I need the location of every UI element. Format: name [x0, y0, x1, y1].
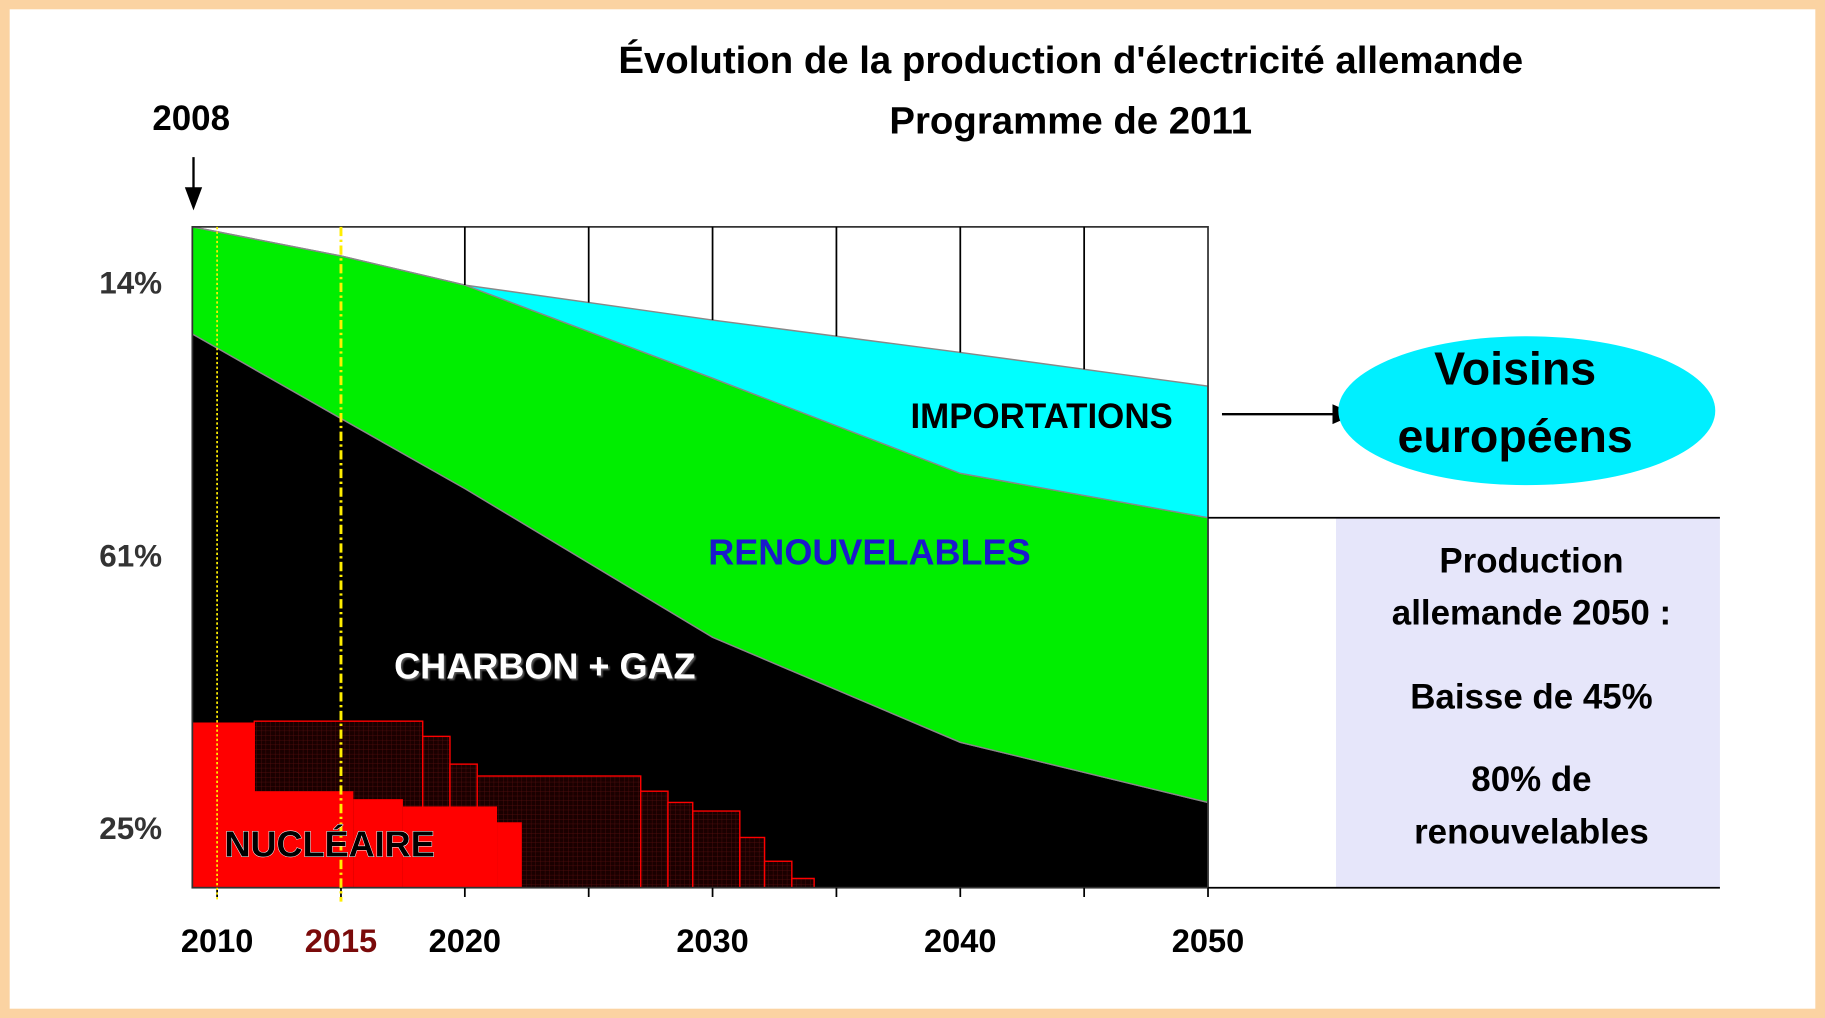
- chart-title: Évolution de la production d'électricité…: [618, 38, 1523, 82]
- step-bar: [192, 722, 255, 888]
- box-text: Production: [1439, 541, 1623, 580]
- plot-frame: [191, 225, 1209, 889]
- x-tick-label: 2015: [305, 923, 377, 959]
- chart-subtitle: Programme de 2011: [889, 99, 1252, 142]
- step-bar: [353, 799, 403, 888]
- x-tick-label: 2030: [676, 923, 748, 959]
- x-tick-label: 2020: [429, 923, 501, 959]
- share-label: 14%: [99, 265, 162, 300]
- area-label: IMPORTATIONS: [910, 397, 1172, 436]
- step-bar: [254, 791, 354, 888]
- x-tick-label: 2010: [181, 923, 253, 959]
- step-bar: [692, 810, 741, 889]
- step-bar: [763, 860, 793, 889]
- bubble-text: Voisins: [1434, 343, 1596, 395]
- x-tick-label: 2050: [1172, 923, 1244, 959]
- start-label: 2008: [152, 99, 230, 138]
- share-label: 25%: [99, 811, 162, 846]
- neighbours-bubble: [1338, 336, 1716, 486]
- step-bar: [402, 806, 498, 888]
- step-bar: [791, 877, 815, 889]
- bubble-text: européens: [1398, 410, 1633, 462]
- start-arrow: [184, 157, 203, 211]
- box-text: Baisse de 45%: [1410, 677, 1652, 716]
- area-label: RENOUVELABLES: [708, 531, 1030, 572]
- step-bar: [497, 822, 522, 888]
- step-bar: [640, 790, 669, 889]
- box-text: allemande 2050 :: [1392, 594, 1671, 633]
- step-bar: [667, 801, 694, 889]
- box-text: renouvelables: [1414, 812, 1649, 851]
- x-tick-label: 2040: [924, 923, 996, 959]
- share-label: 61%: [99, 539, 162, 574]
- area-label: CHARBON + GAZ: [394, 646, 695, 687]
- box-text: 80% de: [1471, 760, 1591, 799]
- step-bar: [739, 836, 766, 889]
- area-label: NUCLÉAIRE: [224, 824, 434, 865]
- info-box: [1335, 517, 1720, 888]
